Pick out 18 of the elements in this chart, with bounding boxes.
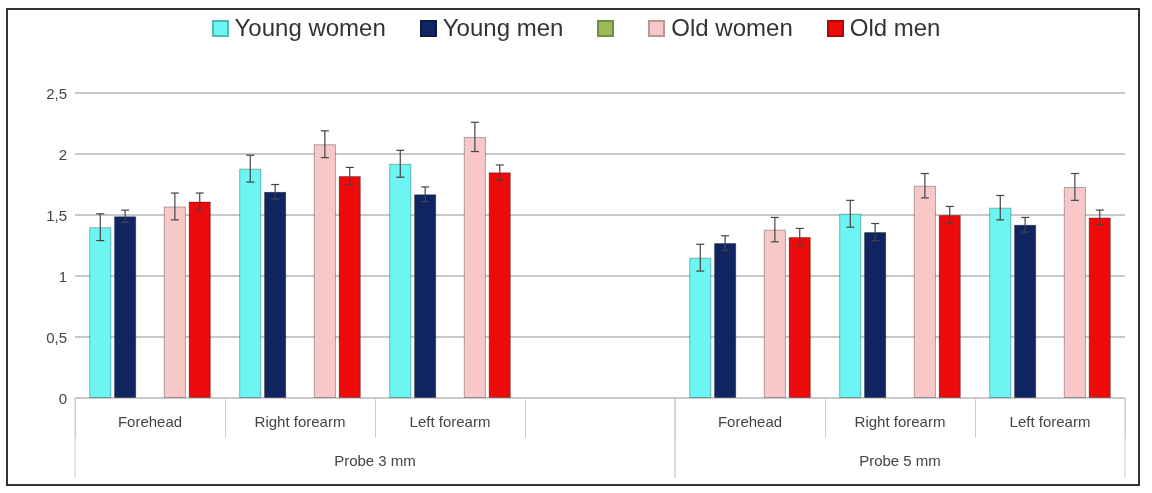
y-tick-label: 2,5 <box>46 84 67 102</box>
x-tick-label: Right forearm <box>254 413 346 430</box>
legend-label: Old women <box>671 14 793 42</box>
text: Probe 5 mm <box>859 451 941 469</box>
y-tick-label: 1,5 <box>46 206 67 224</box>
x-tick-label: Left forearm <box>409 413 491 430</box>
x-tick-label: Forehead <box>717 413 783 430</box>
x-tick-label: Right forearm <box>854 413 946 430</box>
legend-label: Young women <box>234 14 386 42</box>
y-tick-label: 0,5 <box>46 328 67 346</box>
y-tick-label: 2 <box>58 145 67 163</box>
x-tick-label: Forehead <box>117 413 183 430</box>
text: Probe 3 mm <box>334 451 416 469</box>
legend-label: Young men <box>442 14 564 42</box>
legend-label: Old men <box>849 14 941 42</box>
y-tick-label: 1 <box>58 267 67 285</box>
x-tick-label: Left forearm <box>1009 413 1091 430</box>
y-tick-label: 0 <box>58 389 67 407</box>
